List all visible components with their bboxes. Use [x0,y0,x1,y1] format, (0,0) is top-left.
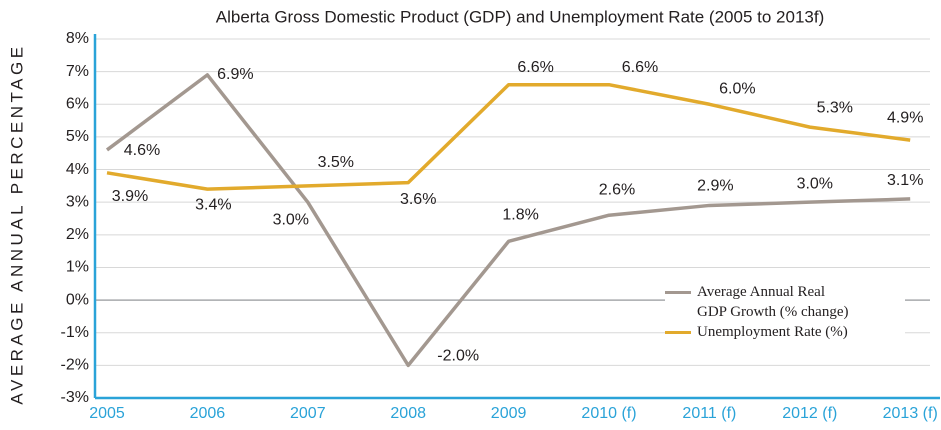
data-label: 6.0% [719,80,755,97]
y-tick-label: 7% [66,63,89,80]
chart-title: Alberta Gross Domestic Product (GDP) and… [216,7,825,26]
data-label: 3.5% [318,154,354,171]
y-tick-label: 4% [66,161,89,178]
data-label: 6.6% [517,59,553,76]
data-label: -2.0% [437,348,479,365]
legend-item: Unemployment Rate (%) [665,322,905,342]
y-tick-label: -3% [61,389,89,406]
data-label: 4.6% [124,142,160,159]
data-label: 3.1% [887,172,923,189]
x-tick-label: 2010 (f) [581,405,636,422]
y-tick-label: 5% [66,128,89,145]
legend-label: Average Annual Real GDP Growth (% change… [697,284,849,320]
data-label: 6.6% [622,59,658,76]
y-tick-label: 0% [66,291,89,308]
legend: Average Annual Real GDP Growth (% change… [665,282,905,342]
y-tick-label: 2% [66,226,89,243]
x-tick-label: 2013 (f) [883,405,938,422]
x-tick-label: 2009 [491,405,527,422]
series-line [105,73,911,368]
legend-swatch [665,331,691,334]
x-tick-label: 2005 [89,405,125,422]
y-tick-label: -1% [61,324,89,341]
x-tick-label: 2008 [390,405,426,422]
y-axis-label: AVERAGE ANNUAL PERCENTAGE [7,43,26,404]
data-label: 1.8% [502,207,538,224]
y-tick-label: 6% [66,95,89,112]
x-tick-label: 2012 (f) [782,405,837,422]
data-label: 2.9% [697,178,733,195]
data-label: 3.6% [400,191,436,208]
legend-swatch [665,291,691,294]
data-label: 4.9% [887,109,923,126]
x-tick-label: 2007 [290,405,326,422]
data-label: 3.0% [273,211,309,228]
y-tick-label: 3% [66,193,89,210]
data-label: 2.6% [599,181,635,198]
x-tick-label: 2011 (f) [682,405,736,422]
y-tick-label: -2% [61,357,89,374]
legend-label: Unemployment Rate (%) [697,324,848,340]
legend-item: Average Annual Real GDP Growth (% change… [665,282,905,322]
y-tick-label: 1% [66,259,89,276]
data-label: 3.0% [797,175,833,192]
data-label: 6.9% [217,66,253,83]
data-label: 3.4% [195,196,231,213]
y-tick-label: 8% [66,30,89,47]
data-label: 3.9% [112,188,148,205]
series-line [106,82,911,191]
x-tick-label: 2006 [190,405,226,422]
data-label: 5.3% [817,99,853,116]
